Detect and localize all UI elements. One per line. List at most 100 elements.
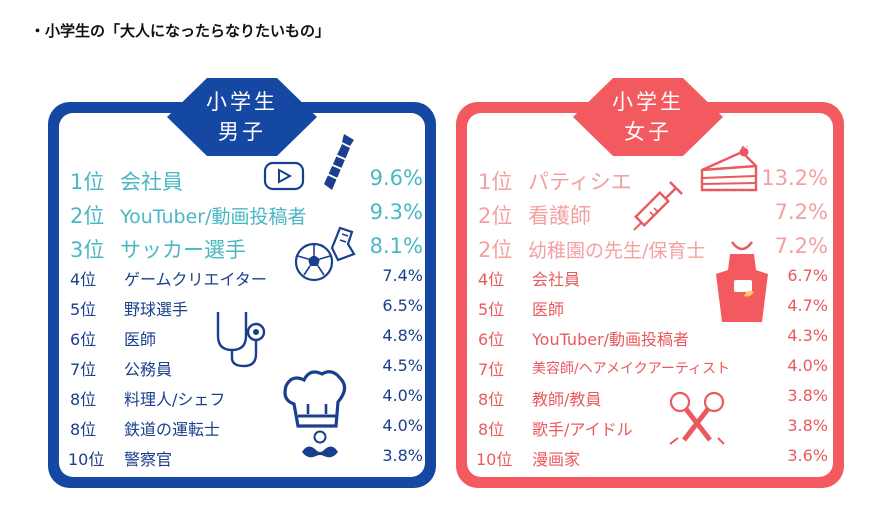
job-label: 看護師 (528, 204, 591, 228)
job-label: 会社員 (532, 270, 581, 289)
job-label: 幼稚園の先生/保育士 (528, 240, 706, 262)
rank-label: 10位 (476, 450, 513, 469)
soccer-ball-icon (294, 226, 356, 282)
percent-label: 4.3% (787, 326, 828, 345)
rank-label: 6位 (478, 330, 505, 349)
chef-hat-icon (283, 370, 347, 428)
job-label: YouTuber/動画投稿者 (120, 206, 307, 228)
percent-label: 4.5% (382, 356, 423, 375)
percent-label: 4.0% (787, 356, 828, 375)
girls-ranking-row: 2位 看護師 7.2% (476, 200, 828, 230)
rank-label: 1位 (70, 170, 105, 194)
boys-badge-shape (167, 78, 317, 156)
percent-label: 6.5% (382, 296, 423, 315)
mustache-icon (302, 430, 338, 458)
page-heading: ・小学生の「大人になったらなりたいもの」 (30, 22, 331, 40)
boys-ranking-row: 4位 ゲームクリエイター 7.4% (68, 266, 423, 296)
rank-label: 8位 (70, 390, 97, 409)
girls-title-badge: 小学生 女子 (573, 72, 723, 162)
video-play-icon (263, 161, 305, 191)
girls-ranking-inner (467, 113, 833, 477)
boys-ranking-row: 6位 医師 4.8% (68, 326, 423, 356)
percent-label: 3.8% (787, 386, 828, 405)
boys-ranking-row: 5位 野球選手 6.5% (68, 296, 423, 326)
job-label: 鉄道の運転士 (124, 420, 221, 439)
stethoscope-icon (216, 312, 266, 368)
cake-icon (700, 146, 758, 192)
rank-label: 8位 (478, 420, 505, 439)
boys-ranking-row: 1位 会社員 9.6% (68, 166, 423, 196)
rank-label: 2位 (478, 238, 513, 262)
job-label: 医師 (124, 330, 157, 349)
girls-title-line-1: 小学生 (612, 90, 684, 114)
boys-title-badge: 小学生 男子 (167, 72, 317, 162)
rank-label: 4位 (70, 270, 97, 289)
percent-label: 3.8% (787, 416, 828, 435)
boys-title-line-1: 小学生 (206, 90, 278, 114)
boys-ranking-row: 8位 鉄道の運転士 4.0% (68, 416, 423, 446)
percent-label: 4.0% (382, 416, 423, 435)
percent-label: 9.3% (369, 200, 423, 224)
rank-label: 5位 (70, 300, 97, 319)
microphones-icon (669, 391, 725, 445)
girls-ranking-row: 2位 幼稚園の先生/保育士 7.2% (476, 234, 828, 264)
percent-label: 4.8% (382, 326, 423, 345)
boys-ranking-row: 10位 警察官 3.8% (68, 446, 423, 476)
rank-label: 6位 (70, 330, 97, 349)
job-label: サッカー選手 (120, 238, 246, 262)
rank-label: 2位 (70, 204, 105, 228)
rank-label: 8位 (70, 420, 97, 439)
percent-label: 6.7% (787, 266, 828, 285)
job-label: 歌手/アイドル (532, 420, 633, 439)
girls-ranking-row: 8位 歌手/アイドル 3.8% (476, 416, 828, 446)
job-label: 教師/教員 (532, 390, 602, 409)
percent-label: 9.6% (369, 166, 423, 190)
girls-ranking-panel (456, 102, 844, 488)
rank-label: 3位 (70, 238, 105, 262)
apron-icon (716, 241, 768, 322)
percent-label: 7.2% (774, 234, 828, 258)
girls-ranking-row: 4位 会社員 6.7% (476, 266, 828, 296)
boys-ranking-row: 8位 料理人/シェフ 4.0% (68, 386, 423, 416)
rank-label: 7位 (70, 360, 97, 379)
girls-title-line-2: 女子 (624, 120, 672, 144)
girls-ranking-row: 8位 教師/教員 3.8% (476, 386, 828, 416)
job-label: YouTuber/動画投稿者 (532, 330, 690, 349)
rank-label: 1位 (478, 170, 513, 194)
rank-label: 8位 (478, 390, 505, 409)
percent-label: 4.0% (382, 386, 423, 405)
job-label: 美容師/ヘアメイクアーティスト (532, 361, 731, 377)
girls-ranking-row: 1位 パティシエ 13.2% (476, 166, 828, 196)
boys-title-line-2: 男子 (218, 120, 266, 144)
boys-ranking-panel (48, 102, 436, 488)
job-label: パティシエ (528, 170, 632, 194)
rank-label: 2位 (478, 204, 513, 228)
job-label: 警察官 (124, 450, 173, 469)
percent-label: 8.1% (369, 234, 423, 258)
rank-label: 7位 (478, 360, 505, 379)
job-label: 会社員 (120, 170, 183, 194)
boys-ranking-row: 3位 サッカー選手 8.1% (68, 234, 423, 264)
boys-ranking-row: 7位 公務員 4.5% (68, 356, 423, 386)
girls-ranking-row: 10位 漫画家 3.6% (476, 446, 828, 476)
job-label: 医師 (532, 300, 565, 319)
boys-ranking-row: 2位 YouTuber/動画投稿者 9.3% (68, 200, 423, 230)
job-label: 野球選手 (124, 300, 189, 319)
job-label: ゲームクリエイター (124, 270, 267, 289)
boys-ranking-inner (59, 113, 425, 477)
job-label: 漫画家 (532, 450, 581, 469)
percent-label: 13.2% (761, 166, 828, 190)
rank-label: 5位 (478, 300, 505, 319)
percent-label: 4.7% (787, 296, 828, 315)
syringe-icon (633, 181, 683, 231)
necktie-icon (324, 134, 354, 190)
percent-label: 7.4% (382, 266, 423, 285)
job-label: 公務員 (124, 360, 173, 379)
percent-label: 3.6% (787, 446, 828, 465)
rank-label: 4位 (478, 270, 505, 289)
percent-label: 7.2% (774, 200, 828, 224)
girls-badge-shape (573, 78, 723, 156)
percent-label: 3.8% (382, 446, 423, 465)
girls-ranking-row: 7位 美容師/ヘアメイクアーティスト 4.0% (476, 356, 828, 386)
job-label: 料理人/シェフ (124, 390, 226, 409)
